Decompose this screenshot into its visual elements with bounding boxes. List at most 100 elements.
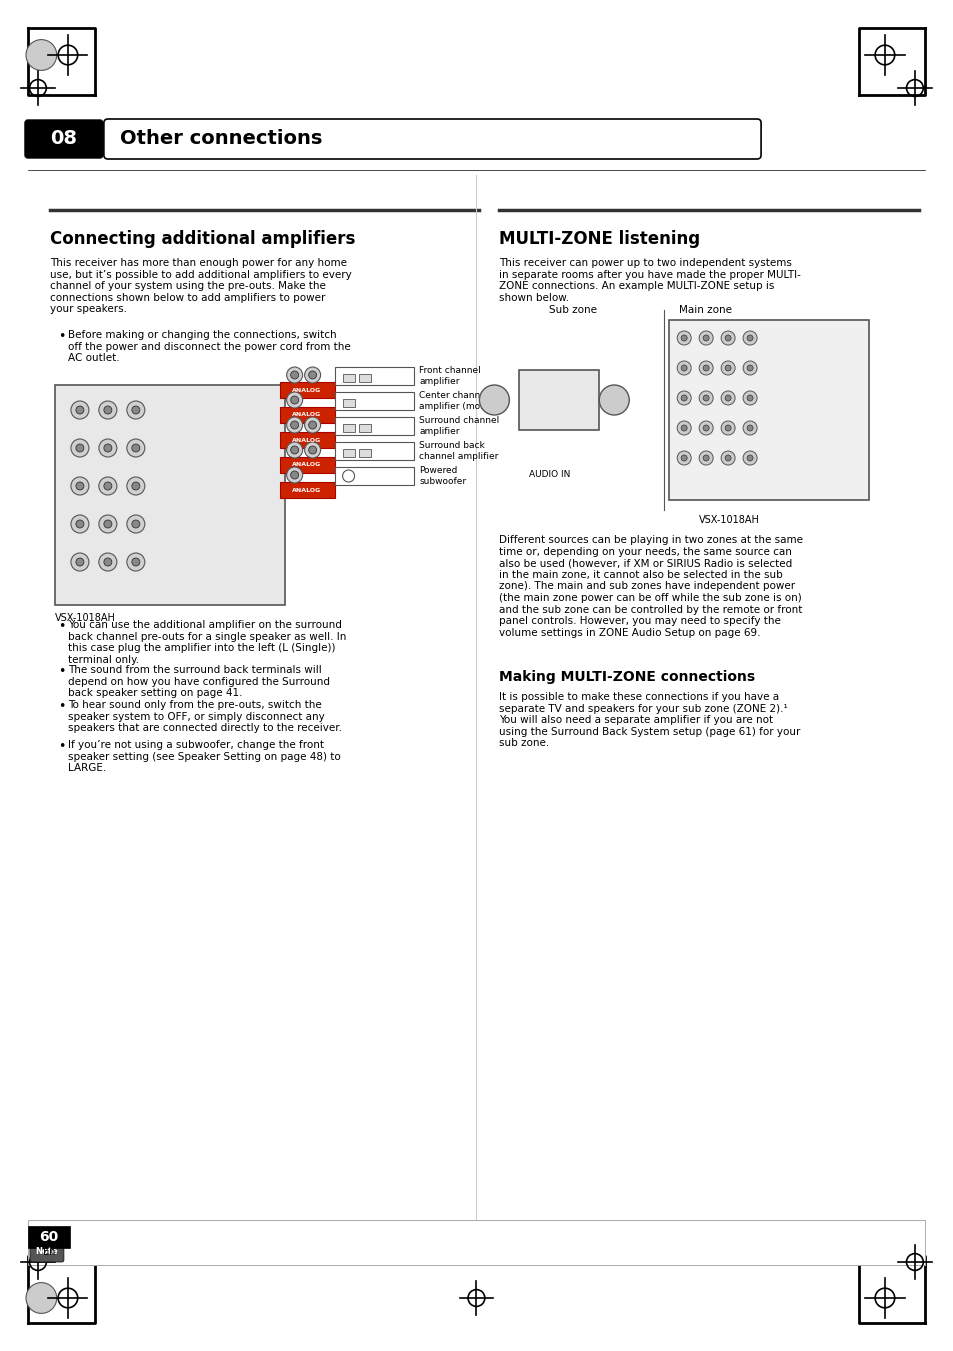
Circle shape <box>76 444 84 453</box>
FancyBboxPatch shape <box>104 119 760 159</box>
Circle shape <box>699 361 713 376</box>
Text: Front channel
amplifier: Front channel amplifier <box>419 366 480 385</box>
Text: 08: 08 <box>51 130 77 149</box>
Bar <box>342 374 355 382</box>
Text: •: • <box>58 740 65 753</box>
Text: ANALOG: ANALOG <box>292 488 321 493</box>
Bar <box>358 374 370 382</box>
FancyBboxPatch shape <box>25 120 103 158</box>
Circle shape <box>291 396 298 404</box>
Circle shape <box>720 361 735 376</box>
Bar <box>335 442 414 459</box>
Text: You can use the additional amplifier on the surround
back channel pre-outs for a: You can use the additional amplifier on … <box>68 620 346 665</box>
Circle shape <box>680 394 686 401</box>
Text: This receiver has more than enough power for any home
use, but it’s possible to : This receiver has more than enough power… <box>50 258 352 315</box>
Text: 60: 60 <box>39 1229 58 1244</box>
Circle shape <box>127 515 145 534</box>
Circle shape <box>720 331 735 345</box>
Circle shape <box>132 407 140 413</box>
Circle shape <box>304 442 320 458</box>
Text: Other connections: Other connections <box>120 130 322 149</box>
Circle shape <box>127 401 145 419</box>
Circle shape <box>746 455 752 461</box>
Text: Before making or changing the connections, switch
off the power and disconnect t: Before making or changing the connection… <box>68 330 351 363</box>
Circle shape <box>746 365 752 372</box>
Circle shape <box>71 401 89 419</box>
Text: En: En <box>43 1247 55 1256</box>
Bar <box>358 449 370 457</box>
Circle shape <box>699 390 713 405</box>
Circle shape <box>99 553 116 571</box>
Circle shape <box>680 455 686 461</box>
Circle shape <box>742 451 757 465</box>
Circle shape <box>104 482 112 490</box>
Circle shape <box>677 390 690 405</box>
Circle shape <box>720 451 735 465</box>
Text: ¹ You can’t use sound controls (such as the bass/treble controls or Midnight lis: ¹ You can’t use sound controls (such as … <box>70 1242 756 1260</box>
Circle shape <box>724 335 730 340</box>
Circle shape <box>742 422 757 435</box>
Text: •: • <box>58 665 65 678</box>
Circle shape <box>71 477 89 494</box>
Circle shape <box>291 446 298 454</box>
Text: To hear sound only from the pre-outs, switch the
speaker system to OFF, or simpl: To hear sound only from the pre-outs, sw… <box>68 700 341 734</box>
Text: Surround back
channel amplifier: Surround back channel amplifier <box>419 442 498 461</box>
Circle shape <box>677 422 690 435</box>
Bar <box>342 424 355 432</box>
Bar <box>279 382 335 399</box>
Bar <box>342 399 355 407</box>
Circle shape <box>286 467 302 484</box>
Circle shape <box>699 422 713 435</box>
FancyBboxPatch shape <box>30 1240 64 1262</box>
Circle shape <box>720 390 735 405</box>
Text: •: • <box>58 700 65 713</box>
Text: Powered
subwoofer: Powered subwoofer <box>419 466 466 486</box>
Circle shape <box>127 477 145 494</box>
Circle shape <box>309 446 316 454</box>
Circle shape <box>291 422 298 430</box>
Circle shape <box>309 422 316 430</box>
Text: MULTI-ZONE listening: MULTI-ZONE listening <box>498 230 700 249</box>
Text: ANALOG: ANALOG <box>292 438 321 443</box>
Circle shape <box>286 417 302 434</box>
Circle shape <box>71 515 89 534</box>
Circle shape <box>724 455 730 461</box>
Circle shape <box>304 417 320 434</box>
Circle shape <box>26 39 56 70</box>
Circle shape <box>699 451 713 465</box>
Circle shape <box>99 477 116 494</box>
Circle shape <box>742 331 757 345</box>
Text: The sound from the surround back terminals will
depend on how you have configure: The sound from the surround back termina… <box>68 665 330 698</box>
Circle shape <box>680 426 686 431</box>
Text: Different sources can be playing in two zones at the same
time or, depending on : Different sources can be playing in two … <box>498 535 802 638</box>
Text: Center channel
amplifier (mono): Center channel amplifier (mono) <box>419 392 495 411</box>
Circle shape <box>132 558 140 566</box>
Circle shape <box>746 426 752 431</box>
Circle shape <box>71 553 89 571</box>
Circle shape <box>479 385 509 415</box>
Circle shape <box>702 455 708 461</box>
Circle shape <box>132 482 140 490</box>
Circle shape <box>724 365 730 372</box>
Circle shape <box>286 392 302 408</box>
Text: ANALOG: ANALOG <box>292 388 321 393</box>
Circle shape <box>309 372 316 380</box>
Circle shape <box>127 439 145 457</box>
Circle shape <box>76 407 84 413</box>
Bar <box>279 457 335 473</box>
Text: ANALOG: ANALOG <box>292 462 321 467</box>
Circle shape <box>677 451 690 465</box>
Bar <box>342 449 355 457</box>
Bar <box>335 392 414 409</box>
Text: ANALOG: ANALOG <box>292 412 321 417</box>
Circle shape <box>291 471 298 480</box>
Circle shape <box>76 482 84 490</box>
Circle shape <box>286 442 302 458</box>
Bar <box>28 1225 70 1248</box>
Circle shape <box>99 439 116 457</box>
Text: AUDIO IN: AUDIO IN <box>528 470 570 480</box>
Bar <box>335 417 414 435</box>
Text: Note: Note <box>35 1247 58 1255</box>
Text: •: • <box>58 620 65 634</box>
Circle shape <box>702 426 708 431</box>
